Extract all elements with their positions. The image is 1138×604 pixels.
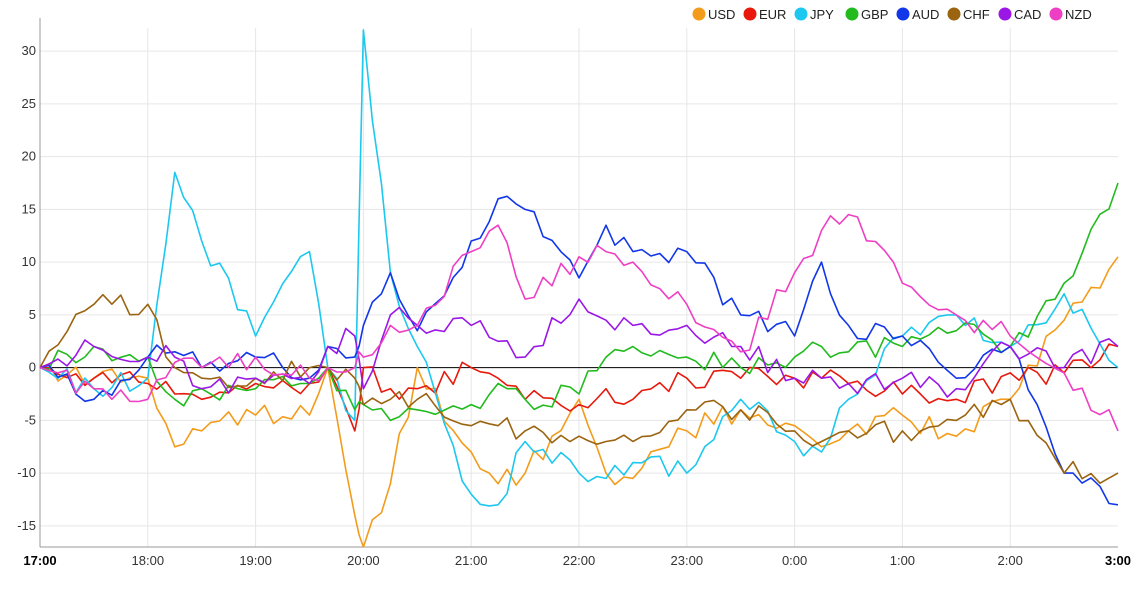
legend-item-eur[interactable]: EUR <box>743 7 787 22</box>
y-tick-label: 20 <box>22 149 36 164</box>
legend-label: CHF <box>963 7 990 22</box>
y-tick-label: 5 <box>29 307 36 322</box>
series-lines <box>39 29 1119 548</box>
y-tick-label: 0 <box>29 360 36 375</box>
x-tick-label: 17:00 <box>23 553 56 568</box>
x-tick-label: 22:00 <box>563 553 596 568</box>
legend-swatch <box>845 7 859 21</box>
legend-label: AUD <box>912 7 939 22</box>
legend-swatch <box>692 7 706 21</box>
legend-item-usd[interactable]: USD <box>692 7 736 22</box>
x-tick-label: 18:00 <box>132 553 165 568</box>
legend-item-jpy[interactable]: JPY <box>794 7 835 22</box>
series-line-aud <box>39 195 1119 506</box>
series-line-cad <box>39 298 1119 398</box>
legend-label: USD <box>708 7 735 22</box>
x-tick-label: 23:00 <box>671 553 704 568</box>
legend-swatch <box>794 7 808 21</box>
x-tick-label: 21:00 <box>455 553 488 568</box>
legend-item-aud[interactable]: AUD <box>896 7 940 22</box>
y-tick-label: 10 <box>22 254 36 269</box>
x-tick-label: 20:00 <box>347 553 380 568</box>
legend-label: JPY <box>810 7 834 22</box>
legend-item-nzd[interactable]: NZD <box>1049 7 1092 22</box>
series-line-eur <box>39 343 1119 432</box>
series-line-jpy <box>39 29 1119 507</box>
y-tick-label: -5 <box>24 412 36 427</box>
y-tick-label: -15 <box>17 518 36 533</box>
legend-swatch <box>998 7 1012 21</box>
legend-label: NZD <box>1065 7 1092 22</box>
y-tick-label: 25 <box>22 96 36 111</box>
legend-label: GBP <box>861 7 888 22</box>
x-tick-label: 1:00 <box>890 553 915 568</box>
x-tick-label: 2:00 <box>998 553 1023 568</box>
legend-item-cad[interactable]: CAD <box>998 7 1042 22</box>
y-tick-label: 15 <box>22 201 36 216</box>
legend: USD EUR JPY GBP AUD CHF CAD NZD <box>692 7 1092 22</box>
series-line-gbp <box>39 182 1119 422</box>
legend-swatch <box>896 7 910 21</box>
legend-swatch <box>1049 7 1063 21</box>
legend-item-gbp[interactable]: GBP <box>845 7 889 22</box>
legend-label: EUR <box>759 7 786 22</box>
grid <box>40 28 1118 547</box>
legend-swatch <box>947 7 961 21</box>
x-tick-label: 19:00 <box>239 553 272 568</box>
series-line-usd <box>39 256 1119 548</box>
y-tick-label: -10 <box>17 465 36 480</box>
x-tick-label: 0:00 <box>782 553 807 568</box>
series-line-chf <box>39 293 1119 485</box>
axes: 17:00 18:00 19:00 20:00 21:00 22:00 23:00 0:00 1… <box>17 18 1131 568</box>
x-tick-label: 3:00 <box>1105 553 1131 568</box>
legend-swatch <box>743 7 757 21</box>
legend-item-chf[interactable]: CHF <box>947 7 990 22</box>
y-tick-label: 30 <box>22 43 36 58</box>
legend-label: CAD <box>1014 7 1041 22</box>
series-line-nzd <box>39 213 1119 432</box>
